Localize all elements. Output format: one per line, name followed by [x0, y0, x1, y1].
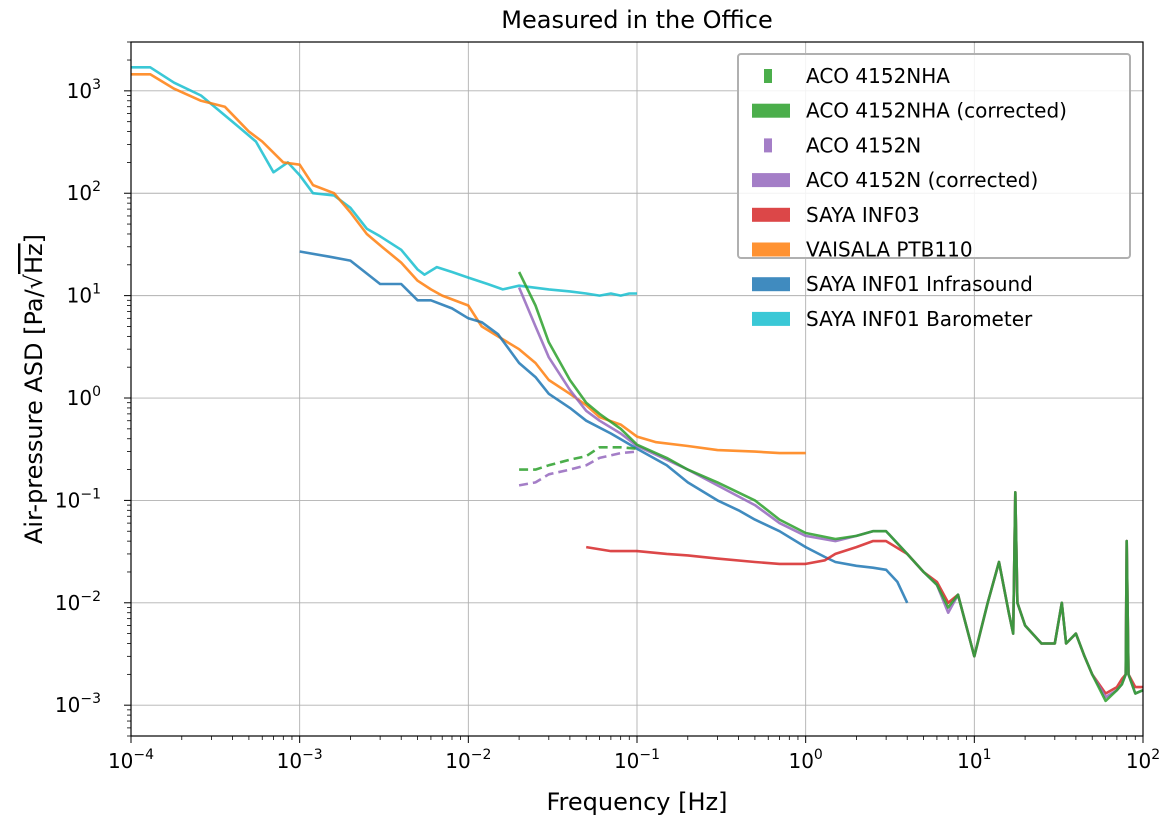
x-tick-label: 10−3 — [277, 747, 323, 773]
legend-label-aco-4152n-corrected: ACO 4152N (corrected) — [806, 168, 1038, 192]
series-saya-inf03 — [585, 491, 1143, 695]
y-tick-label: 101 — [67, 282, 101, 308]
x-axis: 10−4 10−3 10−2 10−1 100 101 102 — [108, 736, 1160, 773]
series-saya-inf01-barometer — [131, 66, 637, 297]
legend-label-saya-inf01-infrasound: SAYA INF01 Infrasound — [806, 272, 1033, 296]
y-axis-label-radicand: Hz — [20, 243, 48, 274]
legend-swatch-aco-4152nha — [764, 69, 772, 83]
legend-label-aco-4152nha-corrected: ACO 4152NHA (corrected) — [806, 99, 1067, 123]
series-aco-4152nha — [519, 446, 638, 471]
legend-label-aco-4152nha: ACO 4152NHA — [806, 64, 950, 88]
legend-label-saya-inf01-barometer: SAYA INF01 Barometer — [806, 307, 1033, 331]
x-tick-label: 10−4 — [108, 747, 154, 773]
svg-text:Air-pressure ASD [Pa/√Hz]: Air-pressure ASD [Pa/√Hz] — [20, 234, 48, 544]
series-aco-4152n-corrected — [517, 286, 1144, 699]
legend-swatch-saya-inf01-barometer — [752, 311, 790, 326]
legend-swatch-aco-4152n-corrected — [752, 173, 790, 188]
x-tick-label: 10−2 — [445, 747, 491, 773]
y-axis-label-suffix: ] — [20, 234, 48, 243]
y-tick-label: 10−1 — [55, 486, 101, 512]
legend-label-vaisala-ptb110: VAISALA PTB110 — [806, 238, 973, 262]
legend: ACO 4152NHA ACO 4152NHA (corrected) ACO 41… — [737, 53, 1131, 331]
y-tick-label: 103 — [67, 77, 101, 103]
y-axis: 10−3 10−2 10−1 100 101 102 103 — [55, 41, 131, 737]
x-tick-label: 101 — [957, 747, 991, 773]
series-saya-inf01-infrasound — [299, 250, 909, 604]
y-tick-label: 100 — [67, 384, 101, 410]
legend-swatch-saya-inf03 — [752, 207, 790, 222]
x-tick-label: 100 — [788, 747, 822, 773]
y-axis-label: Air-pressure ASD [Pa/√Hz] — [20, 234, 48, 544]
grid — [131, 42, 1143, 736]
legend-label-aco-4152n: ACO 4152N — [806, 133, 921, 157]
y-tick-label: 10−3 — [55, 691, 101, 717]
x-axis-label: Frequency [Hz] — [547, 788, 728, 816]
series-layer — [131, 66, 1144, 703]
series-aco-4152nha-corrected — [517, 271, 1144, 703]
legend-swatch-saya-inf01-infrasound — [752, 277, 790, 292]
y-tick-label: 10−2 — [55, 589, 101, 615]
legend-swatch-aco-4152n — [764, 138, 772, 153]
legend-swatch-aco-4152nha-corrected — [752, 103, 790, 118]
x-tick-label: 10−1 — [614, 747, 660, 773]
y-axis-label-prefix: Air-pressure ASD [Pa/ — [20, 288, 48, 544]
x-tick-label: 102 — [1126, 747, 1160, 773]
legend-box — [737, 53, 1131, 259]
series-vaisala-ptb110 — [131, 73, 806, 455]
legend-swatch-vaisala-ptb110 — [752, 242, 790, 257]
legend-label-saya-inf03: SAYA INF03 — [806, 203, 920, 227]
y-axis-label-sqrt: √ — [20, 273, 48, 289]
chart-title: Measured in the Office — [501, 6, 772, 34]
y-tick-label: 102 — [67, 179, 101, 205]
series-aco-4152n — [518, 450, 638, 487]
